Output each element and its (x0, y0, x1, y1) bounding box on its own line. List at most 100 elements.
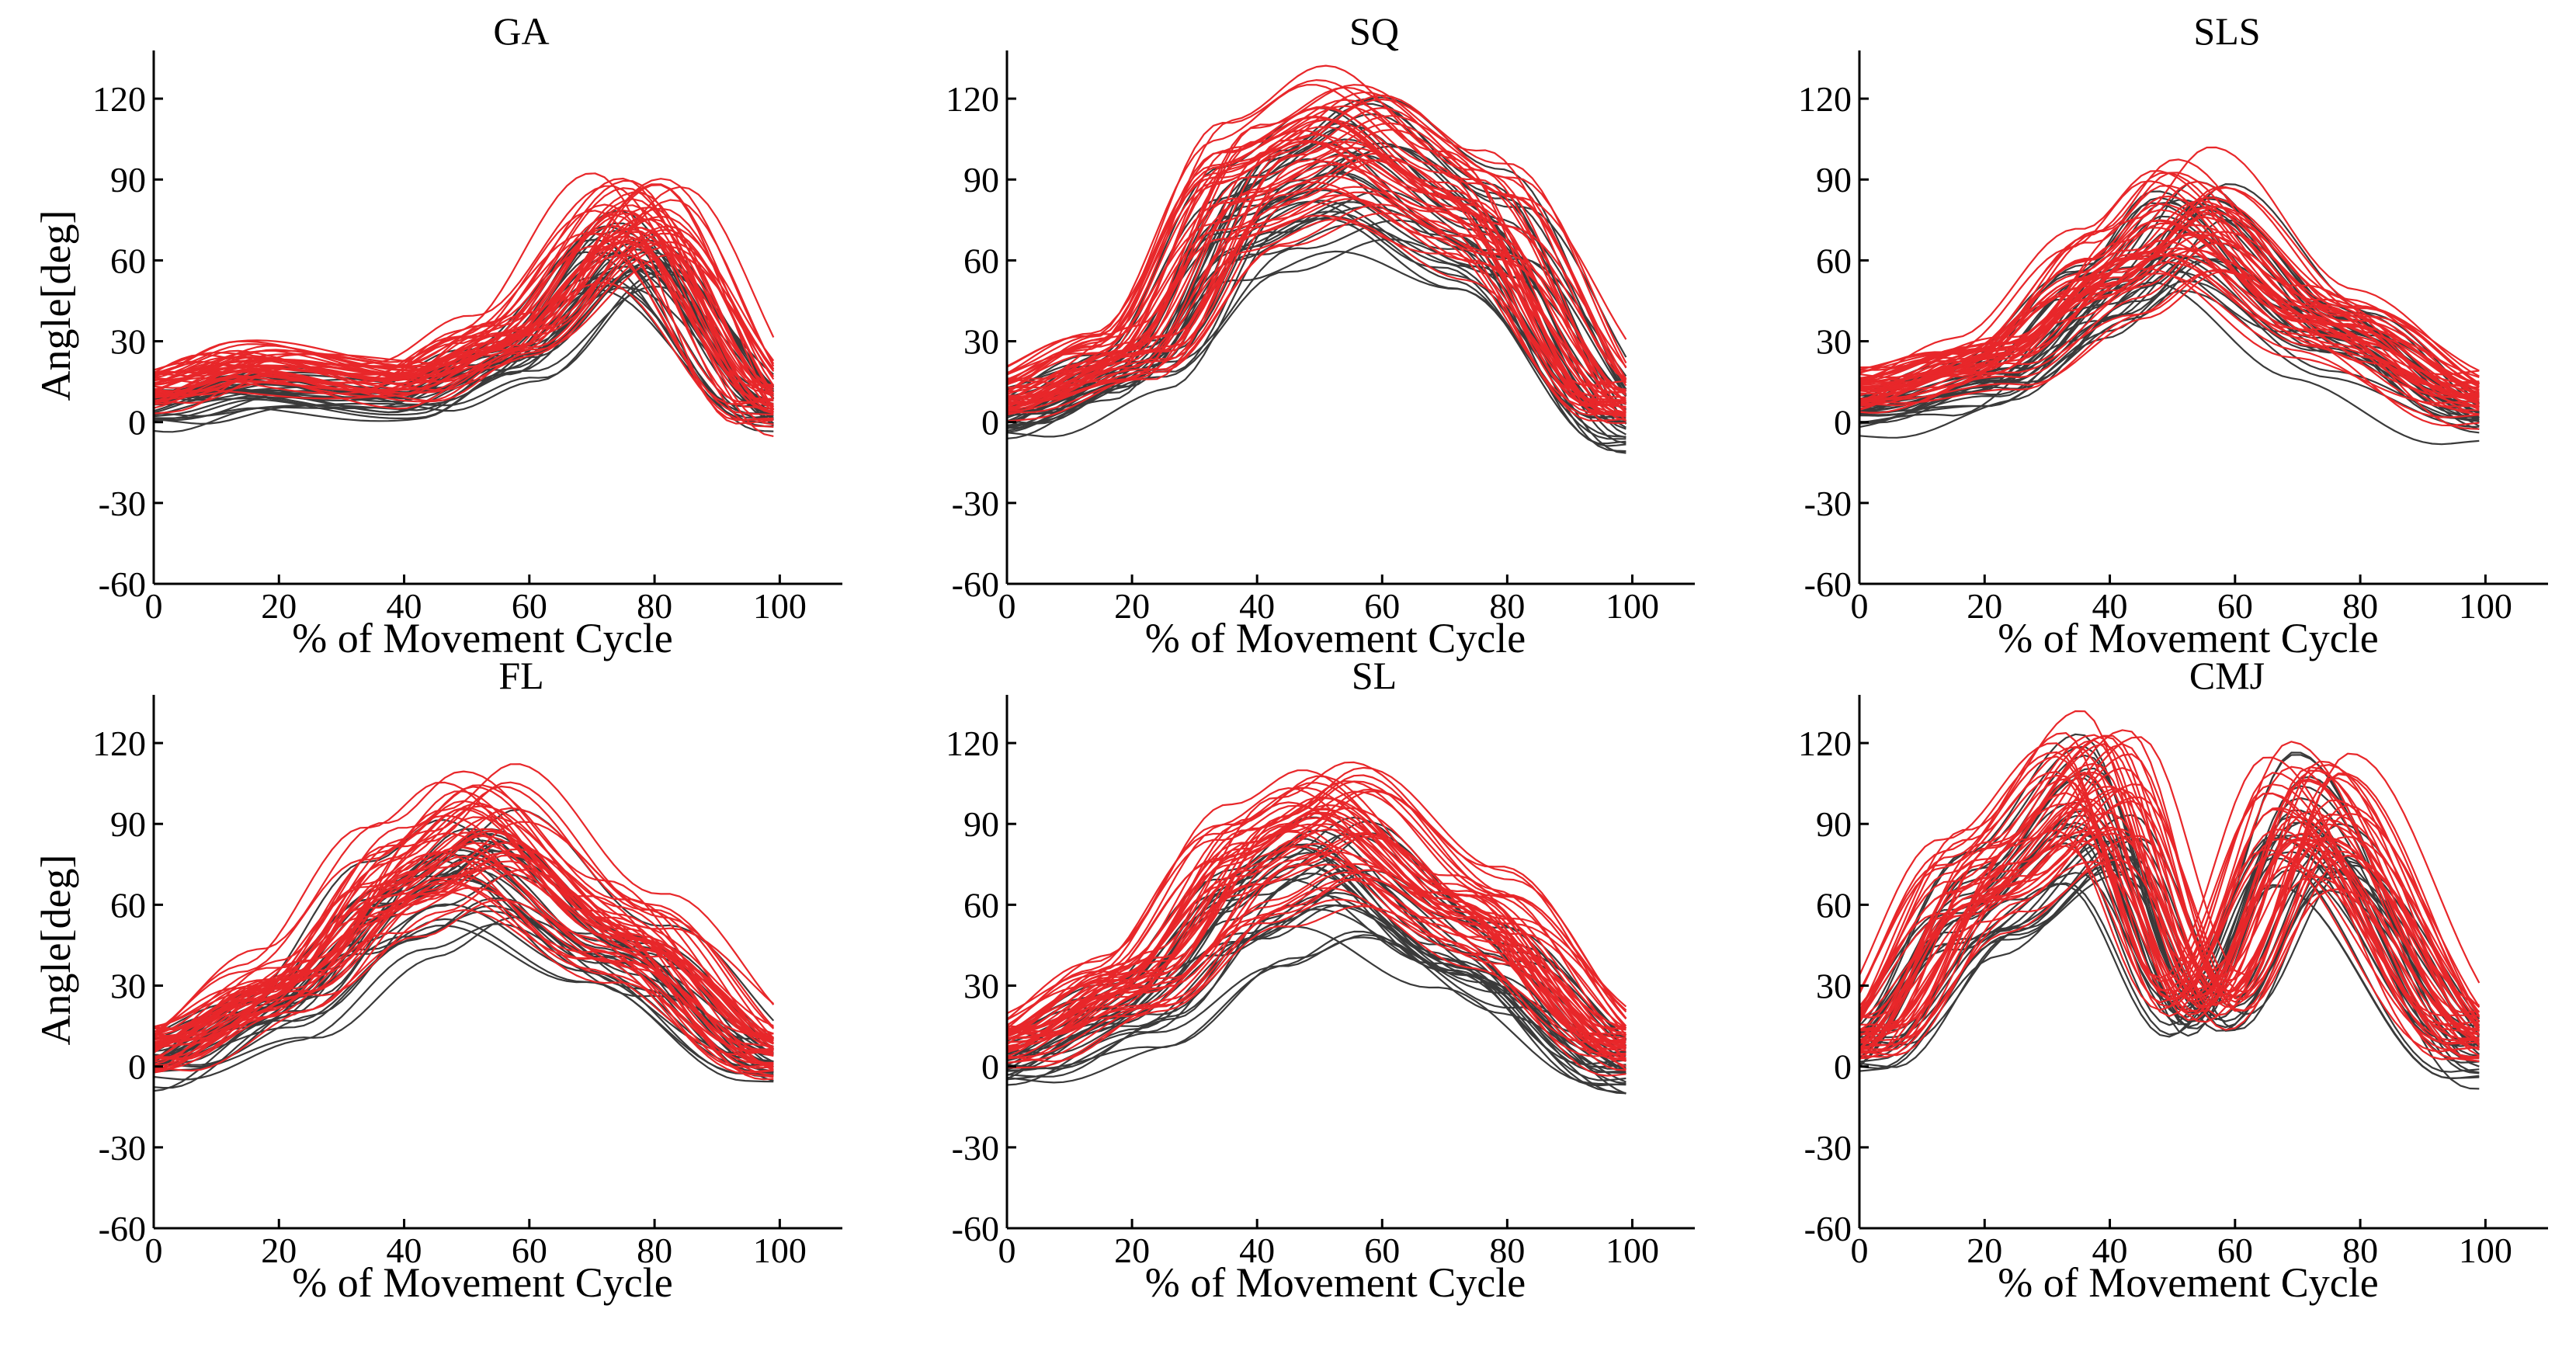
series-line-group-red (1006, 203, 1627, 403)
chart-panel-sls: -60 -30 0 30 60 90 120 0 20 40 60 80 100 SLS % of Move… (1798, 9, 2548, 661)
x-tick-label: 40 (2092, 1231, 2128, 1270)
x-tick-label: 60 (512, 1231, 547, 1270)
series-line-group-red (1006, 869, 1627, 1064)
series-line-group-dark (1859, 290, 2480, 428)
y-tick-label: 30 (110, 322, 146, 362)
y-tick-label: 0 (1834, 1047, 1852, 1087)
y-tick-label: 60 (963, 241, 999, 280)
series-line-group-red (1859, 796, 2481, 1030)
series-line-group-red (153, 232, 774, 404)
y-tick-label: -30 (952, 484, 999, 523)
x-tick-label: 20 (1967, 586, 2002, 626)
y-tick-label: 30 (963, 967, 999, 1006)
y-tick-label: 0 (1834, 403, 1852, 443)
x-tick-label: 0 (145, 1231, 163, 1270)
y-tick-label: 120 (92, 724, 146, 763)
series-line-group-red (1006, 86, 1626, 411)
y-tick-label: 30 (1816, 967, 1852, 1006)
series-line-group-red (153, 805, 774, 1040)
y-tick-label: 30 (963, 322, 999, 362)
y-tick-label: -60 (1804, 564, 1852, 604)
y-tick-label: -60 (952, 1209, 999, 1248)
series-line-group-red (153, 214, 774, 428)
y-tick-label: 0 (981, 1047, 999, 1087)
series-line-group-dark (1006, 200, 1626, 404)
series-line-group-dark (1859, 882, 2480, 1080)
y-tick-label: 120 (1798, 724, 1852, 763)
x-tick-label: 100 (753, 1231, 807, 1270)
curves (1006, 64, 1627, 454)
series-line-group-dark (153, 269, 775, 419)
series-line-group-red (1006, 761, 1627, 1034)
series-line-group-red (1006, 122, 1627, 384)
y-tick-label: 30 (1816, 322, 1852, 362)
series-line-group-red (153, 225, 775, 377)
series-line-group-red (153, 179, 774, 407)
series-line-group-red (1859, 269, 2480, 409)
series-line-group-dark (1859, 241, 2480, 439)
curves (1006, 761, 1627, 1095)
series-line-group-dark (1006, 904, 1626, 1095)
y-tick-label: -30 (99, 1128, 146, 1168)
chart-title: SQ (1349, 9, 1399, 53)
series-line-group-red (1006, 811, 1626, 1038)
series-line-group-red (1859, 249, 2480, 401)
x-tick-label: 100 (753, 586, 807, 626)
y-tick-label: 120 (1798, 79, 1852, 119)
x-tick-label: 80 (637, 1231, 672, 1270)
y-tick-label: -30 (1804, 484, 1852, 523)
series-line-group-red (1006, 812, 1626, 1050)
x-axis-label: % of Movement Cycle (1145, 615, 1526, 661)
series-line-group-red (1859, 146, 2480, 377)
series-line-group-red (153, 204, 774, 412)
y-axis-label: Angle[deg] (33, 210, 79, 401)
series-line-group-red (1859, 734, 2480, 1057)
series-line-group-red (1859, 800, 2480, 1058)
series-line-group-dark (1859, 281, 2480, 446)
series-line-group-red (1859, 220, 2480, 376)
series-line-group-red (1006, 126, 1626, 415)
series-line-group-dark (1006, 217, 1626, 440)
series-line-group-red (1006, 769, 1626, 1031)
x-tick-label: 80 (1489, 1231, 1525, 1270)
x-tick-label: 40 (2092, 586, 2128, 626)
series-line-group-dark (1006, 930, 1626, 1083)
series-line-group-red (153, 899, 774, 1071)
x-tick-label: 100 (2459, 586, 2512, 626)
series-line-group-red (1006, 106, 1627, 401)
chart-panel-ga: -60 -30 0 30 60 90 120 0 20 40 60 80 100 GA % of Movem… (33, 9, 842, 661)
series-line-group-red (1006, 158, 1627, 389)
series-line-group-red (1006, 831, 1627, 1036)
y-tick-label: 30 (110, 967, 146, 1006)
y-tick-label: -30 (952, 1128, 999, 1168)
series-line-group-red (1006, 84, 1626, 387)
x-tick-label: 0 (1851, 1231, 1869, 1270)
x-tick-label: 20 (261, 1231, 297, 1270)
y-tick-label: 120 (946, 724, 999, 763)
y-tick-label: 90 (110, 804, 146, 844)
series-line-group-red (153, 814, 774, 1052)
series-line-group-dark (1006, 870, 1626, 1071)
series-line-group-red (1006, 191, 1627, 403)
x-tick-label: 100 (2459, 1231, 2512, 1270)
series-line-group-red (153, 890, 774, 1054)
series-line-group-red (1006, 905, 1627, 1069)
chart-panel-cmj: -60 -30 0 30 60 90 120 0 20 40 60 80 100 CMJ % of Move… (1798, 654, 2548, 1306)
y-tick-label: 90 (1816, 160, 1852, 200)
y-tick-label: -30 (1804, 1128, 1852, 1168)
y-tick-label: 90 (1816, 804, 1852, 844)
x-tick-label: 80 (2342, 1231, 2378, 1270)
x-tick-label: 100 (1606, 1231, 1659, 1270)
series-line-group-red (1006, 863, 1626, 1032)
y-tick-label: -60 (1804, 1209, 1852, 1248)
series-line-group-red (153, 790, 774, 1074)
y-tick-label: -30 (99, 484, 146, 523)
y-tick-label: 90 (963, 160, 999, 200)
series-line-group-red (153, 240, 774, 406)
x-axis-label: % of Movement Cycle (1145, 1259, 1526, 1306)
x-tick-label: 100 (1606, 586, 1659, 626)
y-tick-label: -60 (952, 564, 999, 604)
x-tick-label: 0 (998, 1231, 1016, 1270)
chart-panel-sl: -60 -30 0 30 60 90 120 0 20 40 60 80 100 SL % of Movem… (946, 654, 1695, 1306)
